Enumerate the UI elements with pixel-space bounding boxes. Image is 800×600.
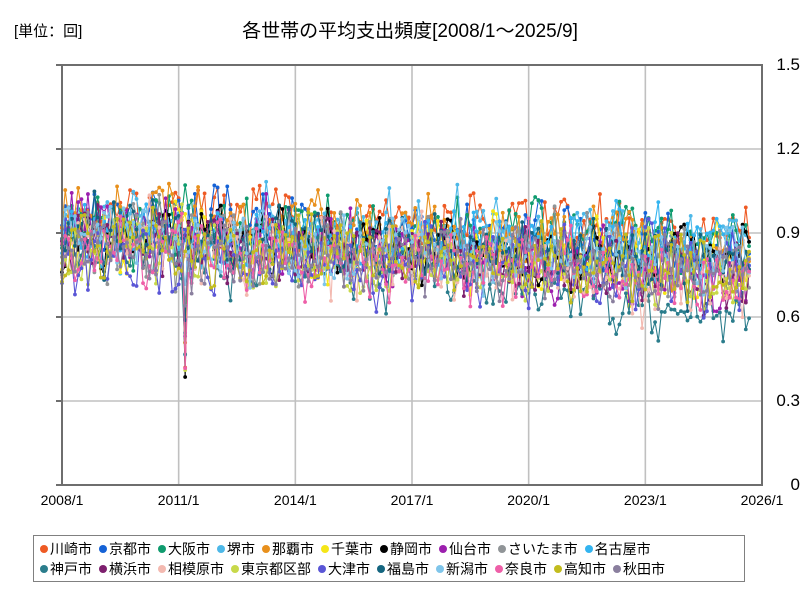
y-tick-label: 1.5 xyxy=(776,55,800,74)
legend-item-那覇市[interactable]: 那覇市 xyxy=(262,542,314,556)
legend-marker-icon xyxy=(554,565,562,573)
legend-item-仙台市[interactable]: 仙台市 xyxy=(439,542,491,556)
legend-marker-icon xyxy=(158,565,166,573)
legend-item-川崎市[interactable]: 川崎市 xyxy=(40,542,92,556)
unit-label: [単位：回] xyxy=(14,23,83,40)
legend-marker-icon xyxy=(158,545,166,553)
legend-label: 堺市 xyxy=(227,541,255,557)
legend-item-相模原市[interactable]: 相模原市 xyxy=(158,562,224,576)
y-tick-label: 1.2 xyxy=(776,139,800,158)
x-tick-label: 2026/1 xyxy=(740,492,784,508)
legend-item-奈良市[interactable]: 奈良市 xyxy=(495,562,547,576)
legend-label: 新潟市 xyxy=(446,561,488,577)
legend-label: 東京都区部 xyxy=(241,561,311,577)
legend-marker-icon xyxy=(99,565,107,573)
legend-label: 秋田市 xyxy=(623,561,665,577)
legend-row-2: 神戸市 横浜市 相模原市 東京都区部 大津市 福島市 新潟市 奈良市 高知市 秋田市 xyxy=(40,559,740,579)
legend-label: 神戸市 xyxy=(50,561,92,577)
x-tick-label: 2008/1 xyxy=(40,492,84,508)
legend-label: 大阪市 xyxy=(168,541,210,557)
legend-marker-icon xyxy=(262,545,270,553)
x-tick-label: 2023/1 xyxy=(623,492,667,508)
legend-marker-icon xyxy=(231,565,239,573)
legend-marker-icon xyxy=(321,545,329,553)
page-title: 各世帯の平均支出頻度[2008/1〜2025/9] xyxy=(242,21,578,42)
y-tick-label: 0.9 xyxy=(776,223,800,242)
legend-marker-icon xyxy=(436,565,444,573)
y-tick-label: 0.6 xyxy=(776,307,800,326)
legend-label: 名古屋市 xyxy=(594,541,651,557)
legend-label: 相模原市 xyxy=(168,561,224,577)
chart-legend: 川崎市 京都市 大阪市 堺市 那覇市 千葉市 静岡市 仙台市 さいたま市 名古屋市 神戸市 横浜市 相… xyxy=(33,535,745,582)
legend-item-千葉市[interactable]: 千葉市 xyxy=(321,542,373,556)
legend-item-横浜市[interactable]: 横浜市 xyxy=(99,562,151,576)
legend-label: 京都市 xyxy=(109,541,151,557)
legend-item-神戸市[interactable]: 神戸市 xyxy=(40,562,92,576)
legend-label: 静岡市 xyxy=(390,541,432,557)
legend-marker-icon xyxy=(380,545,388,553)
legend-label: 川崎市 xyxy=(50,541,92,557)
legend-label: 仙台市 xyxy=(449,541,491,557)
legend-marker-icon xyxy=(99,545,107,553)
legend-marker-icon xyxy=(40,545,48,553)
legend-marker-icon xyxy=(217,545,225,553)
legend-label: 大津市 xyxy=(328,561,370,577)
x-tick-label: 2011/1 xyxy=(157,492,200,508)
legend-label: 横浜市 xyxy=(109,561,151,577)
x-tick-label: 2014/1 xyxy=(273,492,317,508)
legend-item-新潟市[interactable]: 新潟市 xyxy=(436,562,488,576)
chart-series-18 xyxy=(60,205,751,305)
legend-item-京都市[interactable]: 京都市 xyxy=(99,542,151,556)
legend-item-名古屋市[interactable]: 名古屋市 xyxy=(584,541,651,557)
legend-item-大津市[interactable]: 大津市 xyxy=(318,562,370,576)
legend-label: 千葉市 xyxy=(331,541,373,557)
legend-item-秋田市[interactable]: 秋田市 xyxy=(613,562,665,576)
legend-marker-icon xyxy=(318,565,326,573)
chart-series-19 xyxy=(60,215,751,312)
legend-row-1: 川崎市 京都市 大阪市 堺市 那覇市 千葉市 静岡市 仙台市 さいたま市 名古屋市 xyxy=(40,539,740,559)
y-tick-label: 0 xyxy=(790,475,800,494)
legend-marker-icon xyxy=(439,545,447,553)
x-tick-label: 2017/1 xyxy=(390,492,434,508)
legend-item-高知市[interactable]: 高知市 xyxy=(554,562,606,576)
legend-marker-icon xyxy=(498,545,506,553)
legend-item-さいたま市[interactable]: さいたま市 xyxy=(498,542,578,556)
legend-label: 福島市 xyxy=(387,561,429,577)
legend-item-静岡市[interactable]: 静岡市 xyxy=(380,542,432,556)
chart-series-16 xyxy=(60,204,751,298)
legend-label: 高知市 xyxy=(564,561,606,577)
legend-marker-icon xyxy=(613,565,621,573)
legend-label: 那覇市 xyxy=(272,541,314,557)
legend-label: さいたま市 xyxy=(508,541,578,557)
legend-label: 奈良市 xyxy=(505,561,547,577)
legend-item-大阪市[interactable]: 大阪市 xyxy=(158,542,210,556)
legend-marker-icon xyxy=(40,565,48,573)
legend-marker-icon xyxy=(584,545,593,553)
legend-marker-icon xyxy=(377,565,385,573)
legend-marker-icon xyxy=(495,565,503,573)
x-tick-label: 2020/1 xyxy=(507,492,551,508)
legend-item-東京都区部[interactable]: 東京都区部 xyxy=(231,562,311,576)
legend-item-堺市[interactable]: 堺市 xyxy=(217,542,255,556)
y-tick-label: 0.3 xyxy=(776,391,800,410)
legend-item-福島市[interactable]: 福島市 xyxy=(377,562,429,576)
